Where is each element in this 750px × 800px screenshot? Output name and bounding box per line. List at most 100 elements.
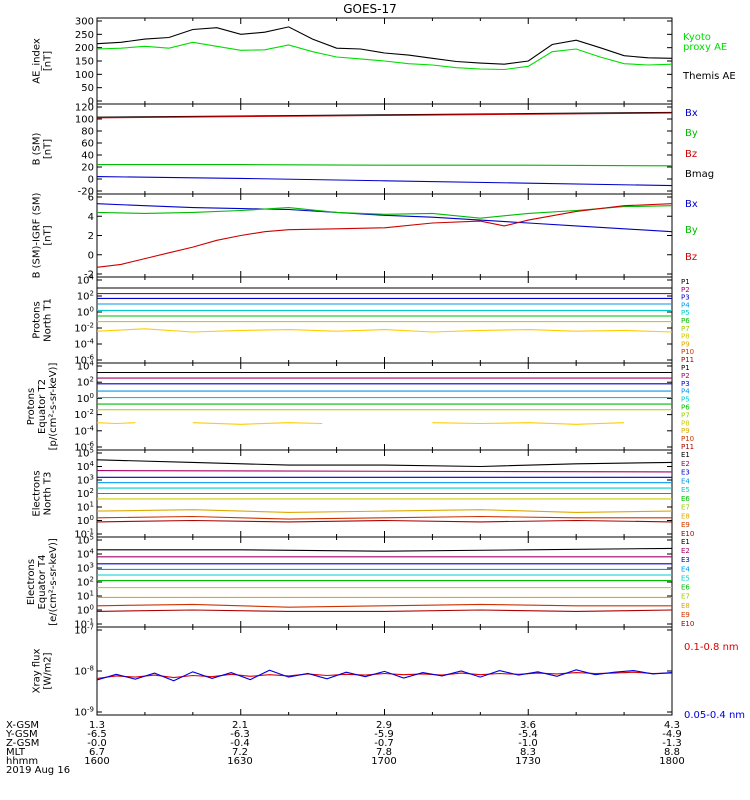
footer-value: -0.7 xyxy=(374,738,394,749)
series-line-bdiff-0 xyxy=(97,203,672,233)
y-tick-label: 50 xyxy=(81,83,94,94)
y-axis-label: Equator T4 xyxy=(37,555,48,610)
legend-item: Bmag xyxy=(685,169,714,180)
footer-value: -6.3 xyxy=(230,729,250,740)
y-tick-label: 103 xyxy=(77,474,94,487)
legend-item: P8 xyxy=(681,419,690,427)
y-tick-label: 2 xyxy=(88,231,94,242)
series-line-pe-9 xyxy=(432,422,625,425)
y-tick-label: 10-2 xyxy=(74,408,94,421)
y-tick-label: 103 xyxy=(77,562,94,575)
y-axis-label: [W/m2] xyxy=(43,652,54,689)
footer-row-label: Y-GSM xyxy=(5,729,38,740)
y-axis-label: North T1 xyxy=(43,298,54,342)
legend-item: E1 xyxy=(681,451,690,459)
legend-item: E7 xyxy=(681,593,690,601)
y-tick-label: 10-7 xyxy=(74,624,94,637)
legend-item: E3 xyxy=(681,556,690,564)
legend-item: E7 xyxy=(681,504,690,512)
footer-value: 2.1 xyxy=(232,720,248,731)
footer-value: -0.0 xyxy=(87,738,107,749)
series-line-bsm-2 xyxy=(97,164,672,167)
legend-item: P3 xyxy=(681,380,690,388)
legend-item: E1 xyxy=(681,538,690,546)
y-axis-label: North T3 xyxy=(43,472,54,516)
y-tick-label: 10-2 xyxy=(74,322,94,335)
legend-item: E8 xyxy=(681,602,690,610)
y-tick-label: 101 xyxy=(77,590,94,603)
y-axis-label: Protons xyxy=(32,301,43,338)
y-tick-label: 300 xyxy=(75,17,94,28)
y-tick-label: 0 xyxy=(88,97,94,108)
legend-item: P8 xyxy=(681,333,690,341)
y-tick-label: 40 xyxy=(81,151,94,162)
legend-item: Kyoto xyxy=(683,32,711,43)
y-axis-label: AE_index xyxy=(32,38,43,84)
y-tick-label: 4 xyxy=(88,212,94,223)
legend-item: E5 xyxy=(681,574,690,582)
legend-item: proxy AE xyxy=(683,42,727,53)
y-tick-label: 100 xyxy=(75,70,94,81)
footer-value: 2.9 xyxy=(376,720,392,731)
legend-item: P2 xyxy=(681,286,690,294)
legend-item: P5 xyxy=(681,396,690,404)
legend-item: E4 xyxy=(681,477,690,485)
series-line-bsm-3 xyxy=(97,176,672,187)
y-tick-label: 100 xyxy=(77,604,94,617)
series-line-bdiff-1 xyxy=(97,205,672,219)
legend-item: P2 xyxy=(681,372,690,380)
footer-value: -0.4 xyxy=(230,738,250,749)
panel-frame xyxy=(96,362,673,451)
series-line-en-9 xyxy=(97,519,672,523)
y-tick-label: 104 xyxy=(77,360,95,373)
series-line-xray-1 xyxy=(97,669,672,682)
series-line-en-0 xyxy=(97,459,672,468)
legend-item: E9 xyxy=(681,521,690,529)
legend-item: By xyxy=(685,128,698,139)
legend-item: E4 xyxy=(681,565,690,573)
y-tick-label: 102 xyxy=(77,376,94,389)
y-tick-label: 10-4 xyxy=(74,424,94,437)
y-axis-label: Electrons xyxy=(26,559,37,605)
footer-value: 1800 xyxy=(659,756,684,767)
footer-value: 3.6 xyxy=(520,720,536,731)
legend-item: P5 xyxy=(681,309,690,317)
series-line-ae-1 xyxy=(97,41,672,71)
y-tick-label: 100 xyxy=(77,514,94,527)
panel-bdiff: -2 0 2 4 6 B (SM)-IGRF (SM) [nT] Bx By Bz xyxy=(32,193,698,281)
footer-value: -5.4 xyxy=(518,729,538,740)
y-tick-label: 200 xyxy=(75,43,94,54)
y-tick-label: 104 xyxy=(77,548,95,561)
footer-value: -5.9 xyxy=(374,729,394,740)
footer-value: -1.0 xyxy=(518,738,538,749)
y-axis-label: Protons xyxy=(26,388,37,425)
legend-item: E10 xyxy=(681,620,694,628)
y-tick-label: 100 xyxy=(77,306,94,319)
legend-item: P7 xyxy=(681,325,690,333)
panel-xray: 10-9 10-8 10-7 Xray flux [W/m2] 0.1-0.8 nm 0.0… xyxy=(32,624,746,722)
y-tick-label: 250 xyxy=(75,30,94,41)
legend-item: Bz xyxy=(685,252,697,263)
legend-item: P7 xyxy=(681,411,690,419)
y-tick-label: 60 xyxy=(81,139,94,150)
y-tick-label: 102 xyxy=(77,290,94,303)
series-line-ee-8 xyxy=(97,603,672,608)
footer-row-label: Z-GSM xyxy=(6,738,39,749)
y-axis-label: [p/(cm²-s-sr-keV)] xyxy=(48,363,59,451)
series-line-ee-9 xyxy=(97,609,672,612)
y-tick-label: -20 xyxy=(78,187,94,198)
legend-item: P4 xyxy=(681,388,690,396)
y-axis-label: [nT] xyxy=(43,139,54,159)
legend-item: P1 xyxy=(681,364,690,372)
footer-value: -1.3 xyxy=(662,738,682,749)
legend-item: E2 xyxy=(681,460,690,468)
y-tick-label: 100 xyxy=(77,392,94,405)
legend-item: Bz xyxy=(685,149,697,160)
footer-row-label: 2019 Aug 16 xyxy=(6,765,70,776)
